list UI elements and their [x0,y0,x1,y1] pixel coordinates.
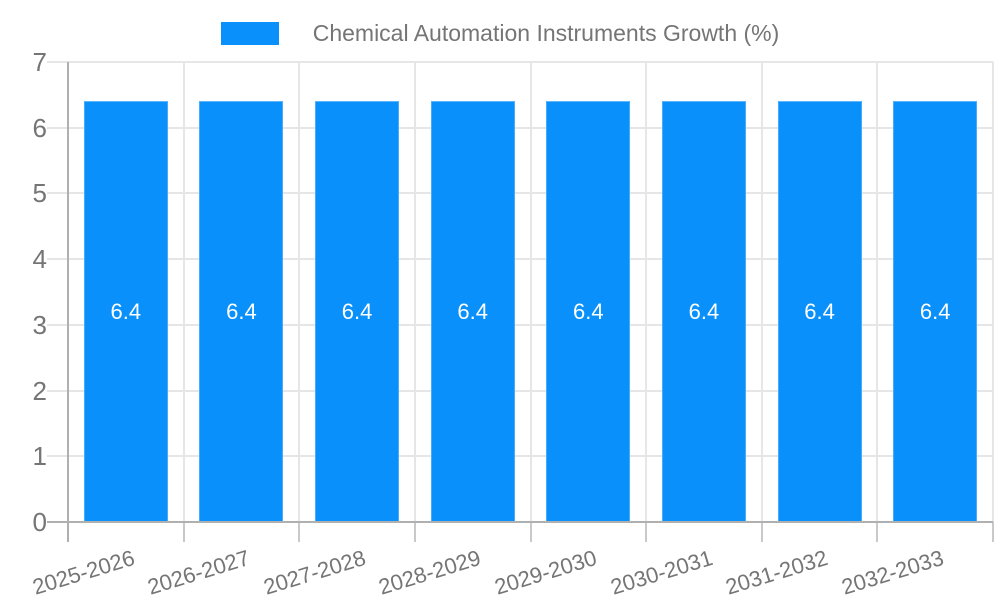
y-axis-line [67,62,69,542]
bar [83,101,168,522]
gridline-vertical [529,62,532,522]
y-axis-tick-label: 2 [32,375,47,406]
x-axis-tick [413,522,416,542]
legend-label: Chemical Automation Instruments Growth (… [312,20,780,46]
legend: Chemical Automation Instruments Growth (… [0,20,1000,47]
x-axis-tick [529,522,532,542]
bar-value-label: 6.4 [457,298,488,324]
gridline-horizontal [47,192,993,195]
bar [777,101,862,522]
x-axis-label: 2032-2033 [838,545,947,600]
bar-value-label: 6.4 [919,298,951,324]
bar-value-label: 6.4 [226,298,257,324]
gridline-horizontal [47,258,993,261]
y-axis-tick-label: 3 [32,309,47,340]
x-axis-label: 2030-2031 [607,545,716,600]
x-axis-tick [298,522,301,542]
gridline-horizontal [47,323,993,326]
y-axis-tick-label: 4 [32,244,47,275]
legend-swatch [220,22,279,45]
y-axis-tick-label: 7 [32,47,47,77]
x-axis-label: 2028-2029 [376,545,484,600]
bar-value-label: 6.4 [573,298,604,324]
x-axis-label: 2027-2028 [260,545,369,600]
gridline-vertical [182,62,185,522]
gridline-vertical [645,62,648,522]
x-axis-tick [876,522,879,542]
x-axis-tick [182,522,185,542]
bar-value-label: 6.4 [341,298,373,324]
x-axis-line [47,521,993,523]
bar [893,101,978,522]
bar-value-label: 6.4 [110,298,142,324]
bar [315,101,400,522]
y-axis-tick-label: 0 [32,507,47,537]
gridline-horizontal [47,126,993,129]
y-axis-tick-label: 5 [32,178,47,209]
x-axis-tick [645,522,648,542]
x-axis-tick [760,522,763,542]
bar-value-label: 6.4 [688,298,720,324]
gridline-horizontal [47,455,993,458]
gridline-horizontal [47,61,993,63]
x-axis-label: 2029-2030 [491,545,600,600]
bar [430,101,515,522]
gridline-horizontal [47,389,993,392]
x-axis-label: 2026-2027 [144,545,253,600]
bar [661,101,746,522]
y-axis-tick-label: 1 [32,441,47,472]
gridline-vertical [876,62,879,522]
gridline-vertical [298,62,301,522]
x-axis-label: 2031-2032 [722,545,831,600]
bar-value-label: 6.4 [804,298,835,324]
gridline-vertical [760,62,763,522]
gridline-vertical [992,62,994,522]
gridline-vertical [413,62,416,522]
x-axis-label: 2025-2026 [29,545,138,600]
x-axis-tick [992,522,994,542]
bar [546,101,631,522]
y-axis-tick-label: 6 [32,112,47,143]
bar [199,101,284,522]
